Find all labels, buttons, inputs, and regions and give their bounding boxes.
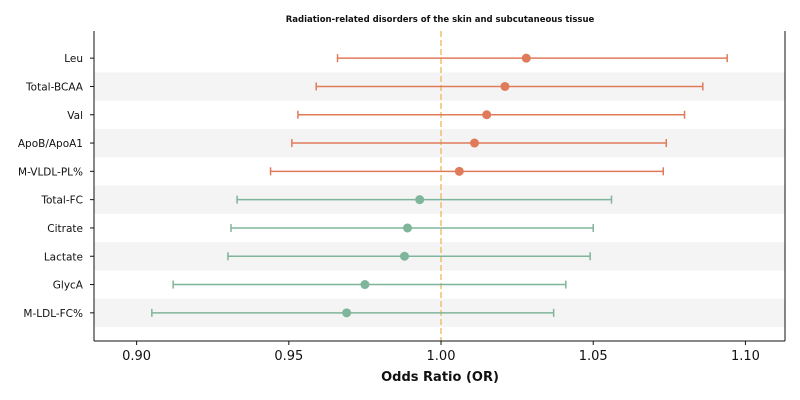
row-label: Lactate xyxy=(44,251,83,263)
row-label: GlycA xyxy=(53,280,84,292)
row-label: Val xyxy=(67,110,83,122)
or-point xyxy=(399,251,409,261)
forest-row: Val xyxy=(67,110,686,122)
or-point xyxy=(360,280,370,290)
row-label: Citrate xyxy=(47,223,83,235)
row-label: ApoB/ApoA1 xyxy=(18,138,83,150)
forest-row: Total-FC xyxy=(40,195,613,207)
forest-row: ApoB/ApoA1 xyxy=(18,138,668,150)
forest-row: M-LDL-FC% xyxy=(23,308,555,320)
forest-row: GlycA xyxy=(53,280,567,292)
row-label: Total-BCAA xyxy=(25,81,84,93)
chart-title: Radiation-related disorders of the skin … xyxy=(286,15,595,25)
axes: 0.90 0.95 1.00 1.05 1.10 xyxy=(90,31,786,364)
row-label: Leu xyxy=(64,53,83,65)
row-label: M-VLDL-PL% xyxy=(18,166,83,178)
or-point xyxy=(482,110,492,120)
x-tick-label: 0.95 xyxy=(274,349,303,364)
or-point xyxy=(342,308,352,318)
forest-row: M-VLDL-PL% xyxy=(18,166,664,178)
forest-row: Citrate xyxy=(47,223,594,235)
or-point xyxy=(521,53,531,63)
or-point xyxy=(470,138,480,148)
x-tick-label: 1.05 xyxy=(579,349,608,364)
or-point xyxy=(403,223,413,233)
row-label: Total-FC xyxy=(40,195,83,207)
or-point xyxy=(500,81,510,91)
forest-row: Total-BCAA xyxy=(25,81,704,93)
x-axis-label: Odds Ratio (OR) xyxy=(381,370,499,385)
forest-row: Leu xyxy=(64,53,728,65)
data-rows: Leu Total-BCAA Val ApoB/ApoA1 M-VLDL-PL% Tota… xyxy=(18,53,728,320)
or-point xyxy=(415,195,425,205)
row-label: M-LDL-FC% xyxy=(23,308,83,320)
or-point xyxy=(454,166,464,176)
x-tick-label: 1.00 xyxy=(427,349,456,364)
forest-row: Lactate xyxy=(44,251,591,263)
x-tick-label: 1.10 xyxy=(731,349,760,364)
x-tick-label: 0.90 xyxy=(122,349,151,364)
